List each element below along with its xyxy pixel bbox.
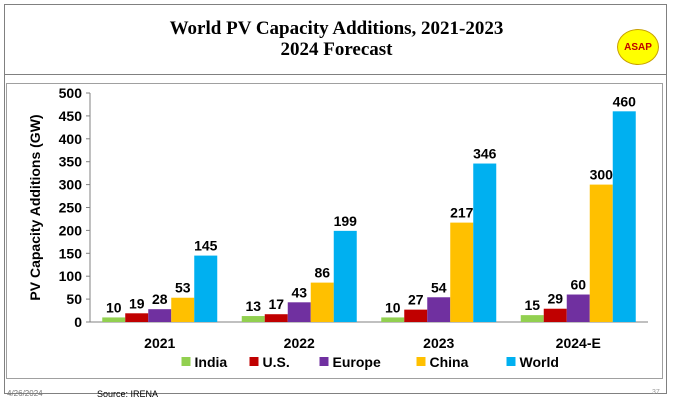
bar-u-s-2024-e <box>543 308 567 322</box>
legend-swatch-u-s <box>249 357 259 366</box>
y-tick-label: 50 <box>66 291 82 307</box>
data-label-world-2024-e: 460 <box>613 93 637 109</box>
bar-europe-2022 <box>287 302 311 322</box>
data-label-u-s-2024-e: 29 <box>547 291 563 307</box>
y-tick-label: 250 <box>59 200 83 216</box>
bar-europe-2023 <box>427 297 451 322</box>
bar-u-s-2022 <box>264 314 288 322</box>
data-label-india-2023: 10 <box>385 299 401 315</box>
bar-india-2022 <box>241 316 265 322</box>
data-label-world-2022: 199 <box>334 213 358 229</box>
x-tick-label-2022: 2022 <box>284 335 315 351</box>
data-label-india-2021: 10 <box>106 299 122 315</box>
bar-chart: 0 50 100 150 200 250 300 350 400 450 500 PV Capacit… <box>27 85 648 370</box>
legend-swatch-india <box>181 357 191 366</box>
y-tick-label: 500 <box>59 85 83 101</box>
bar-china-2024-e <box>589 184 613 322</box>
footer-source: Source: IRENA <box>97 389 159 399</box>
bar-europe-2024-e <box>566 294 590 322</box>
bar-world-2023 <box>473 163 497 322</box>
title-divider <box>4 74 667 75</box>
page-number: 37 <box>652 389 660 396</box>
legend-swatch-china <box>416 357 426 366</box>
y-tick-label: 150 <box>59 245 83 261</box>
bar-china-2022 <box>310 282 334 322</box>
data-label-china-2021: 53 <box>175 280 191 296</box>
title-line-2: 2024 Forecast <box>280 39 393 60</box>
legend-label-u-s: U.S. <box>263 354 290 370</box>
data-label-u-s-2021: 19 <box>129 295 145 311</box>
y-tick-label: 100 <box>59 268 83 284</box>
bar-india-2023 <box>381 317 405 322</box>
bar-india-2024-e <box>520 315 544 322</box>
bar-china-2021 <box>171 297 195 322</box>
y-tick-label: 350 <box>59 154 83 170</box>
x-tick-label-2023: 2023 <box>423 335 454 351</box>
legend-label-europe: Europe <box>333 354 381 370</box>
legend-swatch-europe <box>319 357 329 366</box>
x-tick-label-2024-e: 2024-E <box>556 335 601 351</box>
bar-china-2023 <box>450 222 474 322</box>
data-label-world-2021: 145 <box>194 238 218 254</box>
title-line-1: World PV Capacity Additions, 2021-2023 <box>169 18 504 39</box>
x-tick-label-2021: 2021 <box>144 335 175 351</box>
bar-india-2021 <box>102 317 126 322</box>
bar-u-s-2023 <box>404 309 428 322</box>
y-axis-title: PV Capacity Additions (GW) <box>27 114 43 300</box>
data-label-europe-2021: 28 <box>152 291 168 307</box>
y-tick-label: 450 <box>59 108 83 124</box>
y-tick-label: 300 <box>59 177 83 193</box>
y-tick-label: 0 <box>74 314 82 330</box>
data-label-u-s-2023: 27 <box>408 292 424 308</box>
data-label-china-2023: 217 <box>450 205 474 221</box>
legend-label-china: China <box>430 354 469 370</box>
legend-label-india: India <box>195 354 228 370</box>
data-label-india-2024-e: 15 <box>524 297 540 313</box>
bar-world-2021 <box>194 255 218 322</box>
data-label-europe-2023: 54 <box>431 279 447 295</box>
bar-world-2024-e <box>612 111 636 322</box>
slide-border <box>4 4 667 394</box>
bar-world-2022 <box>333 230 357 322</box>
chart-frame <box>6 83 663 379</box>
data-label-world-2023: 346 <box>473 146 497 162</box>
data-label-u-s-2022: 17 <box>268 296 284 312</box>
legend-swatch-world <box>506 357 516 366</box>
slide-title: World PV Capacity Additions, 2021-2023 2… <box>60 18 613 60</box>
bar-u-s-2021 <box>125 313 149 322</box>
y-tick-label: 200 <box>59 222 83 238</box>
data-label-india-2022: 13 <box>245 298 261 314</box>
y-tick-label: 400 <box>59 131 83 147</box>
data-label-europe-2022: 43 <box>291 284 307 300</box>
legend-label-world: World <box>520 354 559 370</box>
bar-europe-2021 <box>148 309 172 322</box>
data-label-china-2024-e: 300 <box>590 167 614 183</box>
data-label-china-2022: 86 <box>314 265 330 281</box>
footer-date: 4/26/2024 <box>7 389 43 398</box>
data-label-europe-2024-e: 60 <box>570 277 586 293</box>
asap-logo: ASAP <box>617 29 659 65</box>
